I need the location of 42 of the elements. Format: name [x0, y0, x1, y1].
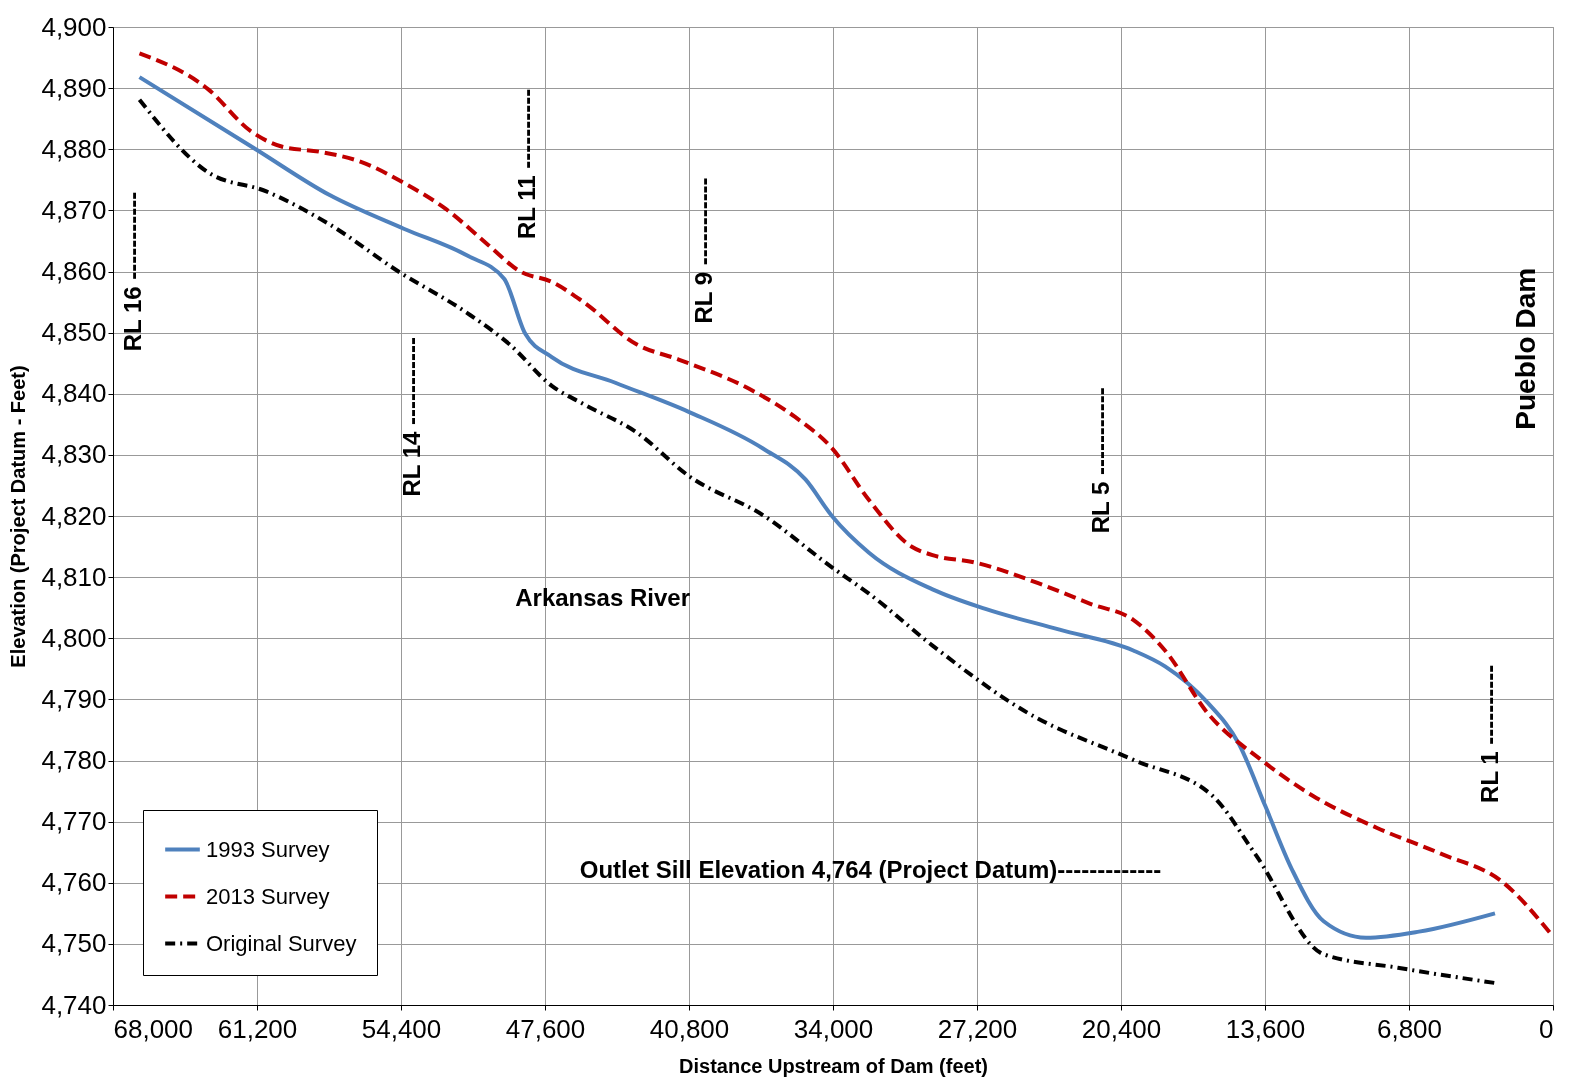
x-tick-label: 47,600 — [505, 1013, 586, 1044]
y-tick-label: 4,860 — [41, 256, 107, 286]
y-tick-label: 4,770 — [41, 806, 107, 837]
y-tick-label: 4,900 — [41, 11, 107, 42]
x-tick-label: 20,400 — [1081, 1013, 1162, 1044]
annotation: Arkansas River — [515, 583, 690, 611]
y-tick-label: 4,840 — [41, 378, 107, 409]
y-tick-label: 4,810 — [41, 561, 107, 592]
x-tick-label: 13,600 — [1225, 1013, 1306, 1044]
x-tick-label: 40,800 — [649, 1013, 730, 1044]
x-axis-title: Distance Upstream of Dam (feet) — [679, 1054, 988, 1077]
legend-label: Original Survey — [206, 930, 357, 956]
y-tick-label: 4,740 — [41, 989, 107, 1020]
y-tick-label: 4,870 — [41, 194, 107, 225]
y-tick-label: 4,850 — [41, 317, 107, 348]
x-tick-label: 68,000 — [113, 1013, 194, 1044]
annotation: RL 14 ----------- — [397, 336, 425, 497]
x-tick-label: 27,200 — [937, 1013, 1018, 1044]
y-tick-label: 4,760 — [41, 867, 107, 898]
y-tick-label: 4,750 — [41, 928, 107, 959]
y-tick-label: 4,800 — [41, 622, 107, 653]
y-tick-label: 4,890 — [41, 72, 107, 103]
annotation: Outlet Sill Elevation 4,764 (Project Datum)------------- — [579, 856, 1162, 884]
y-tick-label: 4,880 — [41, 133, 107, 164]
x-tick-label: 0 — [1539, 1013, 1554, 1044]
y-tick-label: 4,830 — [41, 439, 107, 470]
x-tick-label: 61,200 — [217, 1013, 298, 1044]
y-axis-title: Elevation (Project Datum - Feet) — [7, 365, 30, 668]
x-tick-label: 54,400 — [361, 1013, 442, 1044]
y-tick-label: 4,820 — [41, 500, 107, 531]
annotation: RL 11 ---------- — [512, 88, 540, 240]
x-tick-label: 34,000 — [793, 1013, 874, 1044]
y-tick-label: 4,780 — [41, 745, 107, 775]
y-tick-label: 4,790 — [41, 683, 107, 714]
annotation: RL 1 ---------- — [1476, 664, 1504, 803]
annotation: RL 16 ----------- — [119, 191, 147, 352]
annotation: Pueblo Dam — [1510, 267, 1542, 430]
annotation: RL 5 ----------- — [1086, 387, 1114, 534]
x-tick-label: 6,800 — [1376, 1013, 1443, 1044]
legend-label: 1993 Survey — [206, 836, 330, 862]
annotation: RL 9 ----------- — [689, 177, 717, 324]
legend-label: 2013 Survey — [206, 883, 330, 909]
